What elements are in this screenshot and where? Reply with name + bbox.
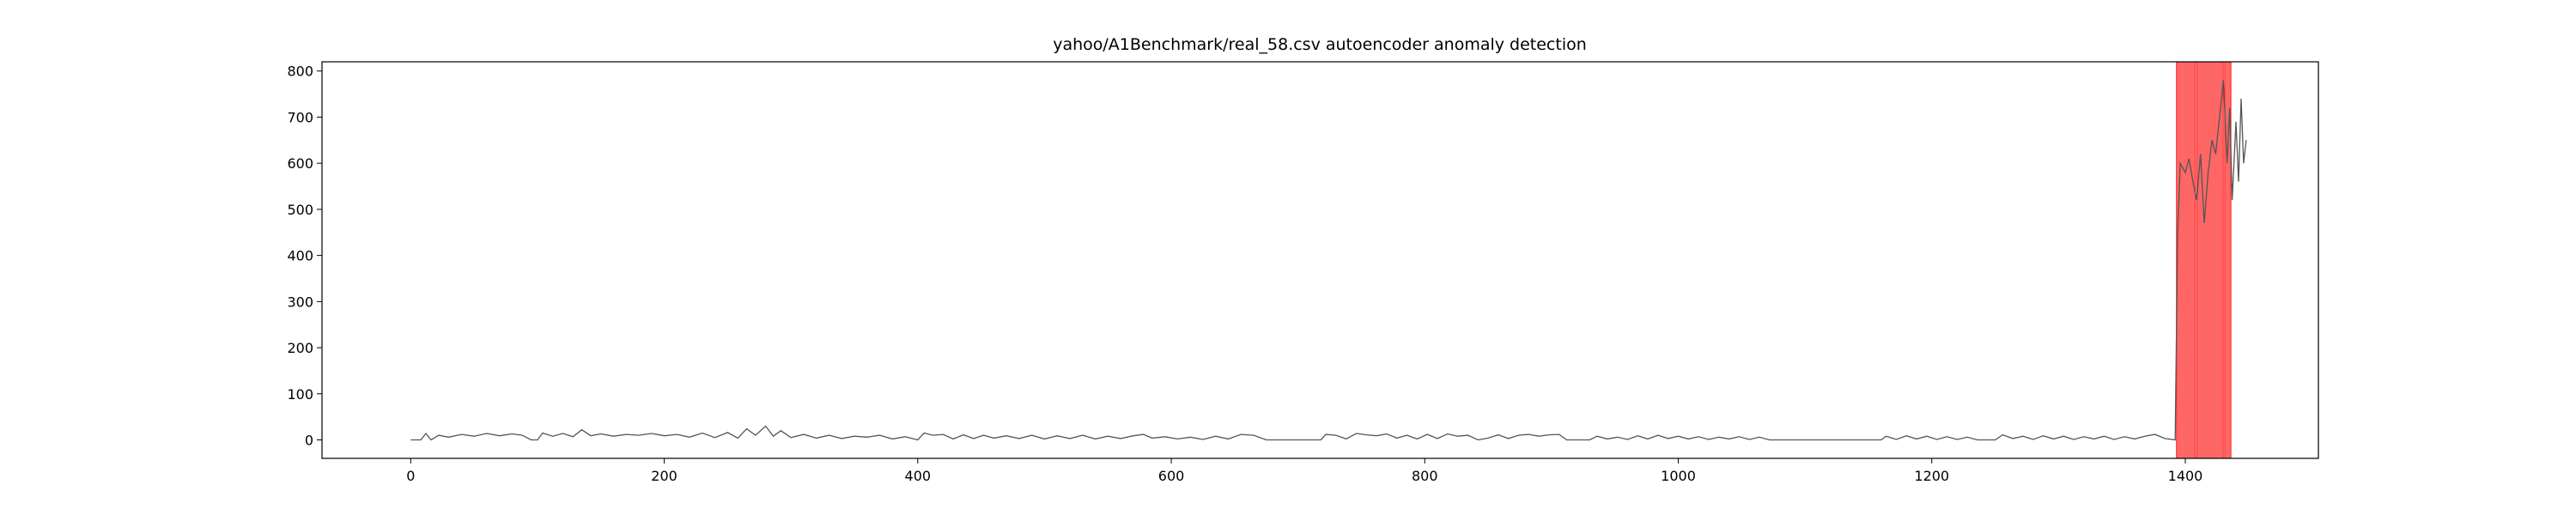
x-tick-label: 1200 [1914, 468, 1949, 484]
x-tick-label: 600 [1158, 468, 1185, 484]
x-axis-ticks: 0 200 400 600 800 1000 1200 1400 [406, 458, 2202, 484]
anomaly-spans [2176, 61, 2232, 459]
y-tick-label: 200 [287, 340, 313, 356]
y-tick-label: 600 [287, 155, 313, 172]
series-group [410, 80, 2247, 441]
x-tick-label: 800 [1412, 468, 1438, 484]
plot-area-frame [321, 61, 2319, 459]
x-tick-label: 0 [406, 468, 415, 484]
series-line-1 [410, 80, 2247, 441]
anomaly-span-1 [2176, 61, 2196, 459]
x-tick-label: 1400 [2168, 468, 2203, 484]
y-tick-label: 100 [287, 386, 313, 403]
y-tick-label: 300 [287, 294, 313, 310]
chart-title: yahoo/A1Benchmark/real_58.csv autoencode… [1053, 35, 1587, 54]
x-tick-label: 200 [651, 468, 677, 484]
y-tick-label: 700 [287, 109, 313, 125]
x-tick-label: 400 [905, 468, 932, 484]
y-axis-ticks: 0 100 200 300 400 500 600 700 800 [287, 64, 322, 449]
y-tick-label: 400 [287, 248, 313, 264]
y-tick-label: 500 [287, 202, 313, 218]
x-tick-label: 1000 [1661, 468, 1696, 484]
y-tick-label: 800 [287, 64, 313, 80]
y-tick-label: 0 [305, 433, 313, 449]
